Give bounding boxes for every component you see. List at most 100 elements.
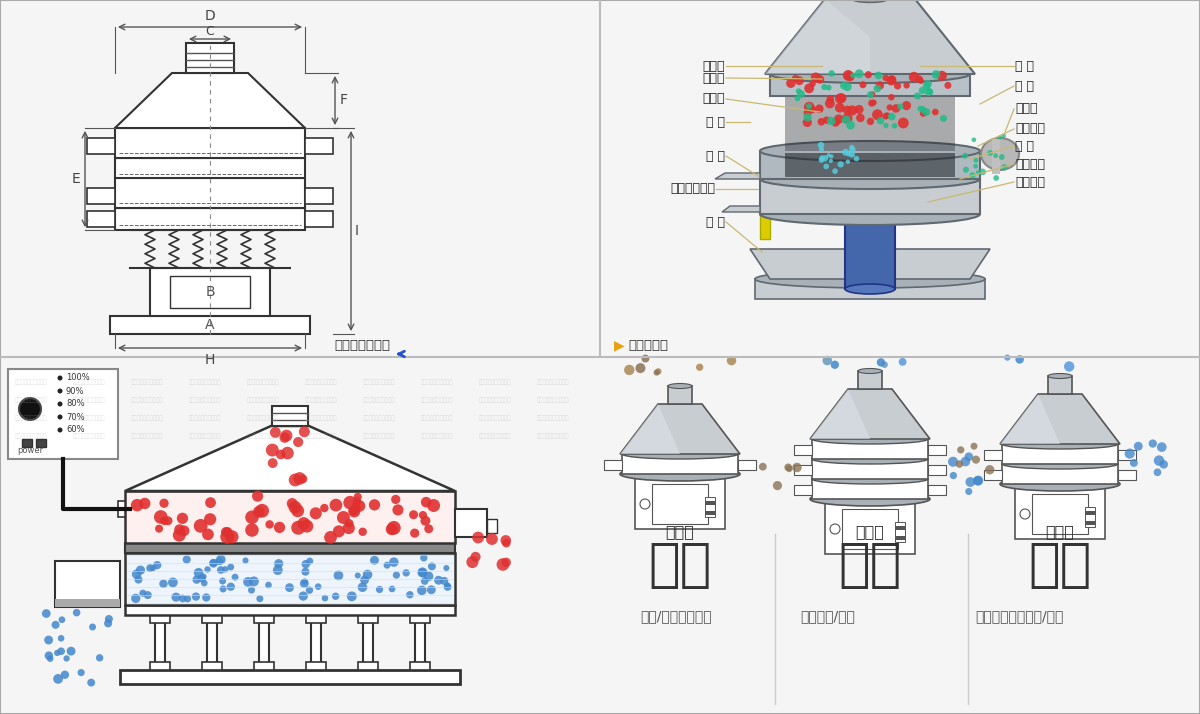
Circle shape: [1148, 439, 1157, 448]
Circle shape: [182, 555, 191, 563]
Circle shape: [348, 506, 360, 518]
Bar: [895, 526, 905, 530]
Circle shape: [955, 461, 964, 468]
Text: 下部重锤: 下部重锤: [1015, 176, 1045, 188]
Circle shape: [257, 595, 263, 602]
Circle shape: [385, 523, 397, 536]
Circle shape: [299, 591, 308, 600]
Circle shape: [281, 430, 293, 441]
Text: 氢氧化镍超声波振动筛: 氢氧化镍超声波振动筛: [479, 398, 511, 403]
Circle shape: [409, 511, 418, 519]
Circle shape: [976, 170, 980, 175]
Text: F: F: [340, 94, 348, 108]
Circle shape: [794, 96, 800, 101]
Circle shape: [1015, 355, 1024, 363]
Text: 氢氧化镍超声波振动筛: 氢氧化镍超声波振动筛: [14, 379, 48, 385]
Circle shape: [1154, 456, 1164, 466]
Polygon shape: [750, 249, 990, 279]
Circle shape: [146, 564, 154, 572]
Circle shape: [410, 528, 419, 538]
Circle shape: [973, 164, 978, 169]
Circle shape: [888, 113, 895, 121]
Circle shape: [362, 570, 372, 579]
Circle shape: [289, 473, 301, 486]
Bar: [88, 188, 115, 204]
Circle shape: [792, 75, 799, 82]
Circle shape: [931, 70, 941, 79]
Bar: [88, 211, 115, 227]
Circle shape: [131, 499, 143, 511]
Text: A: A: [205, 318, 215, 332]
Circle shape: [786, 466, 793, 472]
Circle shape: [232, 574, 239, 580]
Circle shape: [998, 136, 1002, 139]
Circle shape: [869, 91, 875, 98]
Text: 筛 盘: 筛 盘: [1015, 139, 1034, 153]
Circle shape: [444, 583, 450, 588]
Circle shape: [842, 70, 853, 81]
Circle shape: [281, 447, 294, 459]
Text: 加重块: 加重块: [1015, 103, 1038, 116]
Circle shape: [797, 90, 805, 98]
Circle shape: [54, 650, 60, 656]
Circle shape: [881, 361, 888, 368]
Circle shape: [636, 363, 646, 373]
Circle shape: [310, 508, 322, 519]
Text: 三层式: 三层式: [856, 524, 884, 539]
Text: 氢氧化镍超声波振动筛: 氢氧化镍超声波振动筛: [364, 398, 396, 403]
Bar: [652, 484, 708, 524]
Circle shape: [193, 519, 208, 533]
Bar: [706, 501, 715, 505]
Circle shape: [64, 655, 70, 662]
Circle shape: [727, 356, 737, 366]
Circle shape: [440, 577, 449, 585]
Bar: [1118, 470, 1136, 480]
Circle shape: [803, 113, 812, 121]
Circle shape: [821, 84, 827, 90]
Ellipse shape: [1048, 373, 1072, 378]
Polygon shape: [810, 389, 930, 439]
Text: 氢氧化镍超声波振动筛: 氢氧化镍超声波振动筛: [14, 398, 48, 403]
Text: 氢氧化镍超声波振动筛: 氢氧化镍超声波振动筛: [305, 433, 337, 439]
Ellipse shape: [982, 138, 1019, 170]
Circle shape: [172, 593, 180, 602]
Text: C: C: [205, 25, 215, 38]
Bar: [150, 615, 170, 623]
Circle shape: [131, 594, 140, 603]
Circle shape: [402, 569, 410, 577]
Text: D: D: [205, 9, 215, 23]
Circle shape: [827, 96, 834, 103]
Bar: [55, 561, 120, 607]
Circle shape: [226, 531, 239, 543]
Text: B: B: [205, 285, 215, 299]
Circle shape: [1064, 361, 1074, 372]
Circle shape: [168, 578, 178, 588]
Bar: [1015, 484, 1105, 539]
Circle shape: [192, 575, 200, 584]
Circle shape: [832, 169, 838, 174]
Ellipse shape: [755, 270, 985, 288]
Circle shape: [347, 591, 356, 601]
Bar: [306, 662, 326, 670]
Text: 去除液体中的颗粒/异物: 去除液体中的颗粒/异物: [974, 609, 1063, 623]
Circle shape: [443, 565, 450, 571]
Circle shape: [266, 443, 278, 456]
Circle shape: [216, 558, 223, 565]
Polygon shape: [115, 73, 305, 128]
Circle shape: [44, 635, 53, 645]
Bar: [812, 459, 928, 479]
Bar: [254, 662, 274, 670]
Circle shape: [58, 376, 62, 381]
Text: 防尘盖: 防尘盖: [702, 71, 725, 84]
Circle shape: [370, 555, 379, 565]
Text: 90%: 90%: [66, 386, 84, 396]
Text: 氢氧化镍超声波振动筛: 氢氧化镍超声波振动筛: [247, 433, 280, 439]
Bar: [487, 519, 497, 533]
Ellipse shape: [620, 467, 740, 481]
Circle shape: [856, 114, 865, 122]
Circle shape: [353, 498, 361, 506]
Circle shape: [299, 475, 307, 483]
Circle shape: [842, 116, 851, 124]
Circle shape: [854, 105, 864, 114]
Circle shape: [829, 154, 834, 159]
